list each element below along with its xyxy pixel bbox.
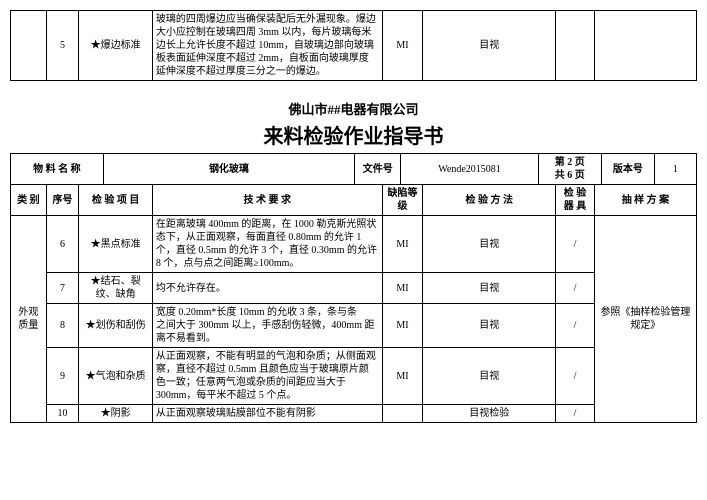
r-method: 目视 <box>423 273 556 304</box>
r-seq: 9 <box>46 348 79 405</box>
docno-h: 文件号 <box>355 154 401 185</box>
r-method: 目视检验 <box>423 405 556 423</box>
col-grade: 缺陷等级 <box>382 185 423 216</box>
r-seq: 10 <box>46 405 79 423</box>
r-grade <box>382 405 423 423</box>
r-item: ★黑点标准 <box>79 216 153 273</box>
r-tool: / <box>556 216 595 273</box>
category: 外观质量 <box>11 216 47 423</box>
r-tool: / <box>556 348 595 405</box>
r-item: ★划伤和刮伤 <box>79 304 153 348</box>
blank-tool <box>556 11 595 81</box>
col-seq: 序号 <box>46 185 79 216</box>
r-seq: 8 <box>46 304 79 348</box>
r-tool: / <box>556 405 595 423</box>
r-req: 从正面观察，不能有明显的气泡和杂质；从侧面观察，直径不超过 0.5mm 且颜色应… <box>152 348 382 405</box>
top-fragment-table: 5 ★爆边标准 玻璃的四周爆边应当确保装配后无外漏现象。爆边大小应控制在玻璃四周… <box>10 10 697 81</box>
table-row: 10 ★阴影 从正面观察玻璃贴膜部位不能有阴影 目视检验 / <box>11 405 697 423</box>
header-table: 物 料 名 称 钢化玻璃 文件号 Wende2015081 第 2 页 共 6 … <box>10 153 697 185</box>
r-seq: 7 <box>46 273 79 304</box>
company-name: 佛山市##电器有限公司 <box>10 99 697 118</box>
r-grade: MI <box>382 273 423 304</box>
matl-h: 物 料 名 称 <box>11 154 104 185</box>
r-grade: MI <box>382 304 423 348</box>
top-method: 目视 <box>423 11 556 81</box>
r-seq: 6 <box>46 216 79 273</box>
r-method: 目视 <box>423 348 556 405</box>
table-row: 7 ★结石、裂纹、缺角 均不允许存在。 MI 目视 / <box>11 273 697 304</box>
top-item: ★爆边标准 <box>79 11 153 81</box>
top-req: 玻璃的四周爆边应当确保装配后无外漏现象。爆边大小应控制在玻璃四周 3mm 以内，… <box>152 11 382 81</box>
r-req: 在距离玻璃 400mm 的距离，在 1000 勒克斯光照状态下，从正面观察，每面… <box>152 216 382 273</box>
r-tool: / <box>556 304 595 348</box>
docno-v: Wende2015081 <box>401 154 538 185</box>
col-plan: 抽 样 方 案 <box>594 185 696 216</box>
blank-cat <box>11 11 47 81</box>
col-req: 技 术 要 求 <box>152 185 382 216</box>
r-grade: MI <box>382 348 423 405</box>
r-item: ★结石、裂纹、缺角 <box>79 273 153 304</box>
r-method: 目视 <box>423 216 556 273</box>
sampling-plan: 参照《抽样检验管理规定》 <box>594 216 696 423</box>
table-row: 外观质量 6 ★黑点标准 在距离玻璃 400mm 的距离，在 1000 勒克斯光… <box>11 216 697 273</box>
r-item: ★气泡和杂质 <box>79 348 153 405</box>
ver-v: 1 <box>654 154 696 185</box>
r-method: 目视 <box>423 304 556 348</box>
col-method: 检 验 方 法 <box>423 185 556 216</box>
table-row: 9 ★气泡和杂质 从正面观察，不能有明显的气泡和杂质；从侧面观察，直径不超过 0… <box>11 348 697 405</box>
r-req: 均不允许存在。 <box>152 273 382 304</box>
col-item: 检 验 项 目 <box>79 185 153 216</box>
r-req: 宽度 0.20mm*长度 10mm 的允收 3 条，条与条 之间大于 300mm… <box>152 304 382 348</box>
r-req: 从正面观察玻璃贴膜部位不能有阴影 <box>152 405 382 423</box>
doc-title: 来料检验作业指导书 <box>10 120 697 149</box>
blank-plan <box>594 11 696 81</box>
table-row: 8 ★划伤和刮伤 宽度 0.20mm*长度 10mm 的允收 3 条，条与条 之… <box>11 304 697 348</box>
top-seq: 5 <box>46 11 79 81</box>
r-tool: / <box>556 273 595 304</box>
matl-v: 钢化玻璃 <box>103 154 354 185</box>
page: 第 2 页 共 6 页 <box>538 154 601 185</box>
r-grade: MI <box>382 216 423 273</box>
r-item: ★阴影 <box>79 405 153 423</box>
top-grade: MI <box>382 11 423 81</box>
col-tool: 检 验 器 具 <box>556 185 595 216</box>
ver-h: 版本号 <box>601 154 654 185</box>
col-cat: 类 别 <box>11 185 47 216</box>
main-table: 类 别 序号 检 验 项 目 技 术 要 求 缺陷等级 检 验 方 法 检 验 … <box>10 184 697 423</box>
